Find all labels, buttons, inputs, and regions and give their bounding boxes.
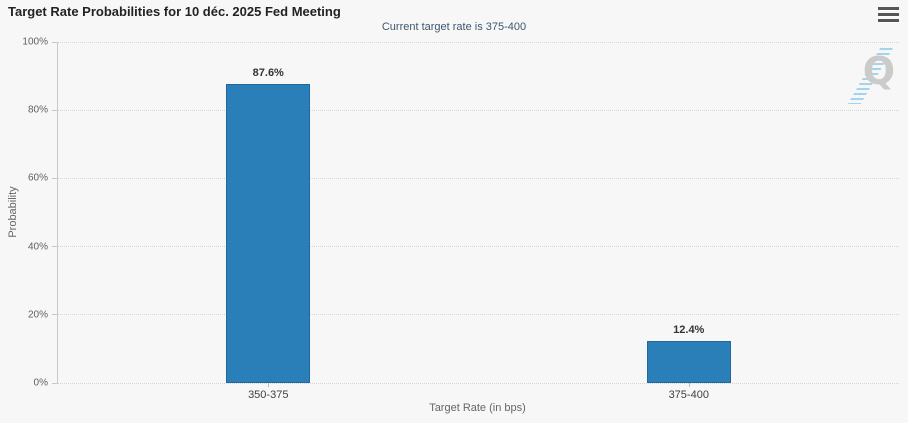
chart-title: Target Rate Probabilities for 10 déc. 20… <box>8 4 341 19</box>
y-tick-mark <box>52 109 58 111</box>
context-menu-button[interactable] <box>878 6 899 23</box>
y-tick-label: 40% <box>27 241 48 253</box>
plot-area: Q 0% 20% 40% 60% 80% 100% 87.6% 350-375 12.4% 375… <box>22 37 899 401</box>
x-tick-mark <box>268 383 270 387</box>
x-tick-mark <box>688 383 690 387</box>
x-axis-title: Target Rate (in bps) <box>429 402 526 414</box>
x-category-label: 350-375 <box>248 389 289 401</box>
y-tick-label: 0% <box>33 377 48 389</box>
y-tick-label: 80% <box>27 104 48 116</box>
hamburger-icon <box>878 7 899 10</box>
y-gridline <box>58 246 899 248</box>
y-tick-label: 60% <box>27 172 48 184</box>
q-logo-icon: Q <box>862 49 895 93</box>
y-tick-label: 100% <box>22 36 48 48</box>
bar-value-label: 12.4% <box>673 323 705 336</box>
probability-bar[interactable] <box>646 340 731 383</box>
y-gridline <box>58 177 899 179</box>
probability-bar[interactable] <box>226 84 311 383</box>
hamburger-icon <box>878 13 899 16</box>
x-category-label: 375-400 <box>668 389 709 401</box>
y-tick-label: 20% <box>27 309 48 321</box>
watermark: Q <box>835 44 897 108</box>
bar-value-label: 87.6% <box>252 67 284 80</box>
y-gridline <box>58 41 899 43</box>
hamburger-icon <box>878 19 899 22</box>
y-tick-mark <box>52 314 58 316</box>
y-tick-mark <box>52 246 58 248</box>
y-gridline <box>58 314 899 316</box>
chart-subtitle: Current target rate is 375-400 <box>381 21 527 33</box>
y-tick-mark <box>52 382 58 384</box>
y-gridline <box>58 382 899 384</box>
y-tick-mark <box>52 41 58 43</box>
y-axis-title: Probability <box>7 186 19 238</box>
y-tick-mark <box>52 177 58 179</box>
y-gridline <box>58 109 899 111</box>
